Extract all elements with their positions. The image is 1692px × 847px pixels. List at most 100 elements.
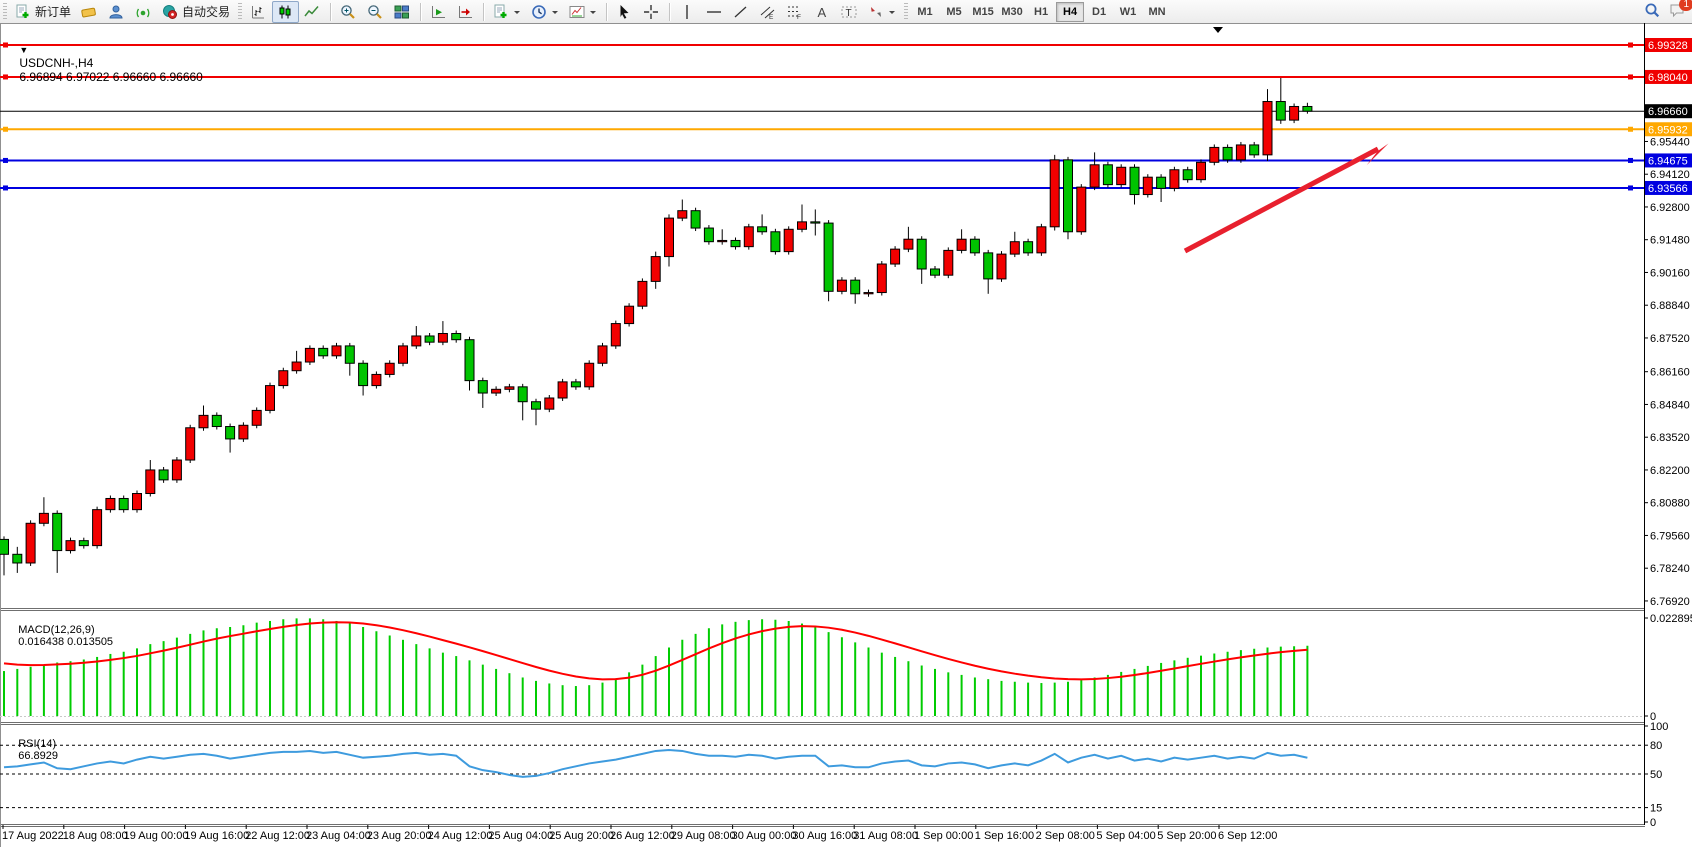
signal-button[interactable] [130,1,157,23]
timeframe-button-m15[interactable]: M15 [972,5,994,18]
chart-menu-marker[interactable]: ▼ [19,45,29,55]
candle-body-down [1156,176,1167,189]
ticket-button[interactable] [76,1,103,23]
templates-button[interactable] [564,1,602,23]
search-button[interactable] [1644,2,1661,21]
hline-anchor[interactable] [3,157,8,163]
hline-anchor[interactable] [1628,74,1633,80]
current-price-badge-text: 6.96660 [1648,106,1688,118]
autotrade-button[interactable]: 自动交易 [157,1,235,23]
candle-body-up [1196,161,1206,181]
price-badge [1645,180,1692,195]
cursor-button[interactable] [611,1,638,23]
candle-body-up [384,362,395,375]
toolbar-grip[interactable] [3,2,7,21]
crosshair-icon [643,4,660,20]
macd-values: 0.016438 0.013505 [18,636,114,648]
toolbar-grip[interactable] [238,2,243,21]
timeframe-button-d1[interactable]: D1 [1092,5,1107,18]
vertical-line-button[interactable] [674,1,701,23]
zoom-out-button[interactable] [362,1,389,23]
new-order-button[interactable]: 新订单 [10,1,76,23]
periods-button[interactable] [526,1,564,23]
timeframe-button-m5[interactable]: M5 [946,5,962,18]
hline-icon [706,4,723,20]
price-badge-text: 6.99328 [1648,40,1688,52]
shift-chart-button[interactable] [452,1,479,23]
candles-icon [277,4,294,20]
arrows-button[interactable] [863,1,901,23]
macd-signal-line [3,621,1308,681]
tile-windows-button[interactable] [389,1,416,23]
time-tick-label: 30 Aug 00:00 [732,830,797,842]
chart-ohlc-values: 6.96894 6.97022 6.96660 6.96660 [19,70,203,84]
candlestick-button[interactable] [272,0,300,23]
line-chart-button[interactable] [299,1,326,23]
hline-anchor[interactable] [3,126,8,132]
trend-arrow-head[interactable] [1366,143,1389,166]
timeframe-button-m1[interactable]: M1 [917,5,933,18]
candle-body-up [38,512,49,524]
trendline-icon [733,4,750,20]
chat-button[interactable]: 1 [1669,0,1692,21]
hline-anchor[interactable] [1628,42,1633,48]
candle-body-up [1169,169,1180,189]
text-label-button[interactable]: T [836,1,863,23]
fibonacci-button[interactable]: F [782,1,809,23]
hline-anchor[interactable] [3,185,8,191]
bar-chart-button[interactable] [245,1,272,23]
text-button[interactable]: A [809,1,836,23]
zoom-in-button[interactable] [335,1,362,23]
chart-canvas[interactable]: 6.95440 6.94120 6.92800 6.91480 6.90160 6.888… [0,23,1692,847]
candle-body-up [677,210,688,219]
hline-anchor[interactable] [1628,157,1633,163]
timeframe-button-m30[interactable]: M30 [1001,5,1023,18]
candle-body-down [517,386,528,403]
candle-body-up [544,397,555,410]
svg-text:A: A [818,5,827,20]
price-tick-label: 6.76920 [1650,596,1690,608]
trend-arrow-shaft[interactable] [1183,146,1380,254]
chart-window[interactable]: 6.95440 6.94120 6.92800 6.91480 6.90160 6.888… [0,23,1692,847]
timeframe-button-mn[interactable]: MN [1148,5,1166,18]
candle-body-down [225,426,236,440]
dropdown-caret-icon[interactable] [589,4,597,20]
candle-body-down [983,252,994,280]
hline-anchor[interactable] [1628,185,1633,191]
price-tick-label: 6.90160 [1650,267,1690,279]
notification-badge: 1 [1679,0,1692,11]
profile-button[interactable] [103,1,130,23]
candle-body-down [1182,169,1193,181]
fibonacci-icon: F [787,4,804,21]
trendline-button[interactable] [728,1,755,23]
hline-anchor[interactable] [1628,126,1633,132]
dropdown-caret-icon[interactable] [513,4,521,20]
price-tick-label: 6.94120 [1650,169,1690,181]
hline-anchor[interactable] [3,74,8,80]
chart-shift-marker[interactable] [1213,27,1223,33]
dropdown-caret-icon[interactable] [888,4,896,20]
price-badge-text: 6.93566 [1648,183,1688,195]
macd-name: MACD(12,26,9) [18,624,95,636]
candle-body-up [491,388,502,394]
candle-body-down [464,339,475,382]
auto-scroll-button[interactable] [425,1,452,23]
price-tick-label: 6.91480 [1650,235,1690,247]
toolbar-separator [420,2,422,21]
hline-anchor[interactable] [3,42,8,48]
channel-button[interactable]: E [755,1,782,23]
horizontal-line-button[interactable] [701,1,728,23]
time-tick-label: 31 Aug 08:00 [853,830,918,842]
candle-body-up [238,424,249,440]
toolbar-grip[interactable] [904,2,909,21]
timeframe-button-w1[interactable]: W1 [1119,5,1137,18]
auto-scroll-icon [430,4,447,20]
crosshair-button[interactable] [638,1,665,23]
new-order-icon [15,4,32,20]
dropdown-caret-icon[interactable] [551,4,559,20]
indicators-button[interactable] [488,1,526,23]
timeframe-button-h4[interactable]: H4 [1056,1,1085,22]
timeframe-button-h1[interactable]: H1 [1034,5,1049,18]
candle-body-down [12,553,23,564]
